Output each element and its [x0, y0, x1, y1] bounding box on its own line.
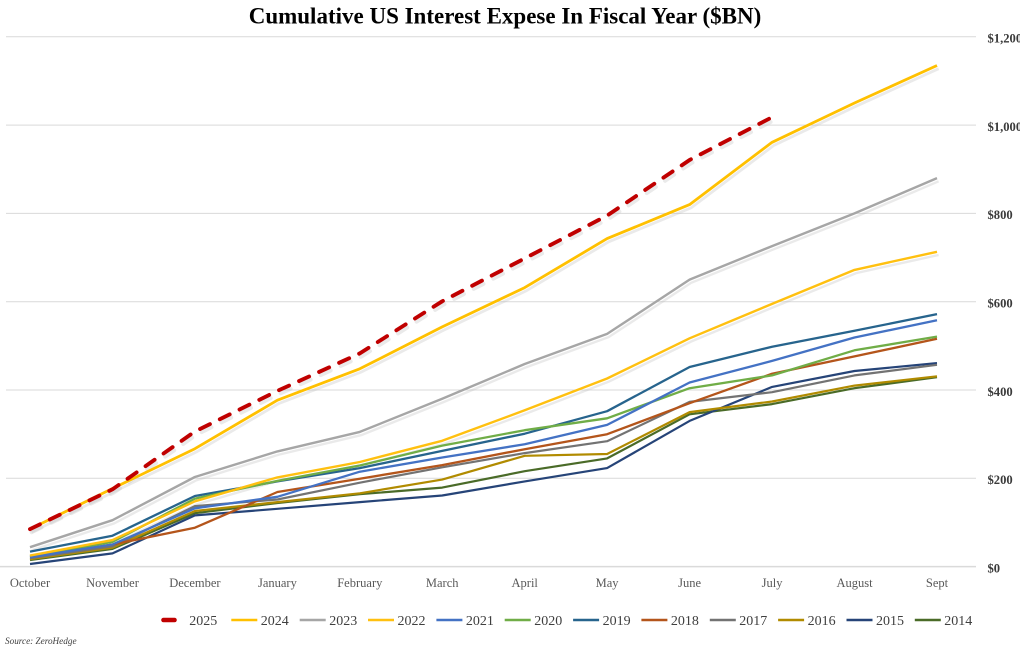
svg-text:2014: 2014 [944, 614, 972, 629]
svg-text:February: February [337, 576, 383, 590]
svg-text:May: May [596, 576, 620, 590]
svg-text:2018: 2018 [671, 614, 699, 629]
svg-text:August: August [836, 576, 873, 590]
svg-text:April: April [512, 576, 539, 590]
svg-text:July: July [762, 576, 784, 590]
svg-text:December: December [169, 576, 221, 590]
svg-text:2021: 2021 [466, 614, 494, 629]
svg-text:2022: 2022 [398, 614, 426, 629]
svg-text:June: June [678, 576, 701, 590]
svg-text:March: March [426, 576, 459, 590]
svg-text:Cumulative US Interest Expese: Cumulative US Interest Expese In Fiscal … [249, 4, 762, 29]
svg-text:2024: 2024 [261, 614, 289, 629]
svg-text:$1,000: $1,000 [988, 120, 1020, 134]
svg-text:2023: 2023 [329, 614, 357, 629]
svg-text:Source: ZeroHedge: Source: ZeroHedge [5, 636, 77, 646]
svg-text:2019: 2019 [603, 614, 631, 629]
svg-text:2017: 2017 [739, 614, 767, 629]
svg-text:2025: 2025 [189, 614, 217, 629]
svg-text:Sept: Sept [926, 576, 949, 590]
svg-text:2020: 2020 [534, 614, 562, 629]
svg-text:$1,200: $1,200 [988, 32, 1020, 46]
svg-text:October: October [10, 576, 51, 590]
svg-text:2016: 2016 [808, 614, 836, 629]
svg-text:November: November [86, 576, 140, 590]
svg-text:$400: $400 [988, 385, 1013, 399]
svg-text:$600: $600 [988, 297, 1013, 311]
svg-text:$0: $0 [988, 561, 1001, 575]
svg-text:2015: 2015 [876, 614, 904, 629]
svg-text:$800: $800 [988, 208, 1013, 222]
svg-text:January: January [258, 576, 298, 590]
svg-text:$200: $200 [988, 473, 1013, 487]
